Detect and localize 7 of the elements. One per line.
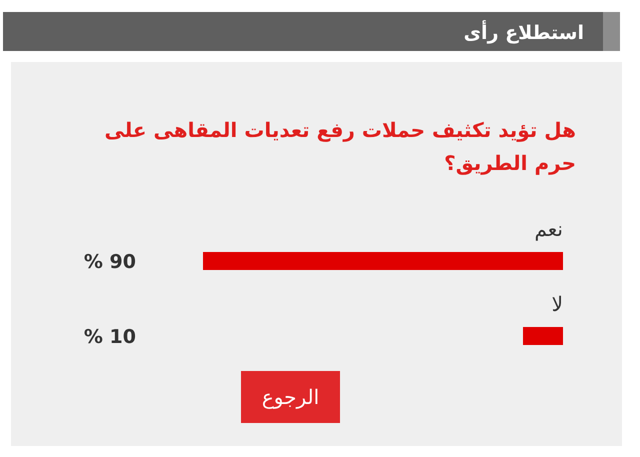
value-label: % 10: [84, 326, 136, 348]
subtitle: هل تؤيد تكثيف حملات رفع تعديات المقاهى على حرم الطريق؟: [104, 118, 576, 175]
category-label: نعم: [534, 217, 563, 241]
category-label: لا: [552, 292, 563, 316]
title: استطلاع رأى: [464, 22, 584, 44]
value-label: % 90: [84, 251, 136, 273]
annotation: الرجوع: [262, 385, 320, 409]
